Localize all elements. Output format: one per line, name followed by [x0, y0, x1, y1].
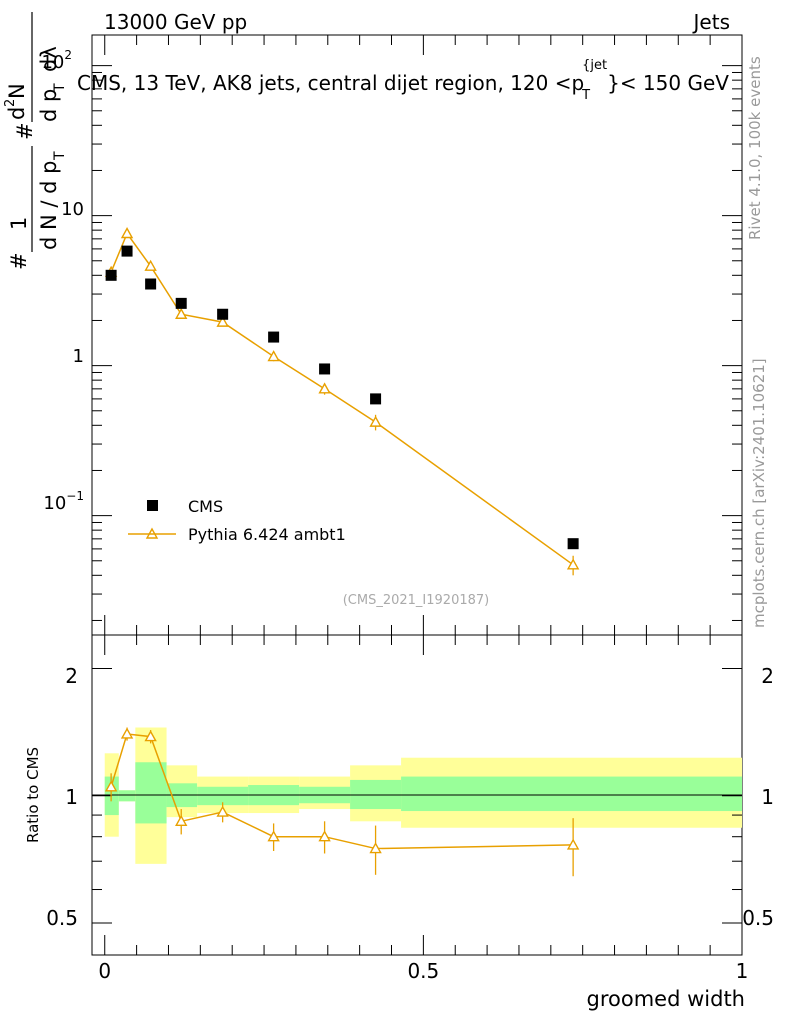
- svg-text:N: N: [5, 83, 29, 99]
- svg-text:#: #: [7, 252, 31, 270]
- legend-pythia-marker: [145, 527, 159, 539]
- cms-point: [567, 538, 579, 550]
- ytick-label-0.1: 10−1: [43, 489, 84, 514]
- ratio-point: [120, 727, 134, 739]
- rivet-label: Rivet 4.1.0, 100k events: [746, 56, 764, 240]
- svg-text:dλ: dλ: [37, 46, 61, 72]
- cms-point: [268, 331, 280, 343]
- cms-point: [319, 363, 331, 375]
- band-inner-8: [401, 776, 742, 812]
- pythia-point: [369, 415, 382, 427]
- cms-point: [121, 245, 133, 257]
- ratio-point: [175, 814, 188, 826]
- legend-pythia-label: Pythia 6.424 ambt1: [188, 525, 346, 544]
- ratio-point: [566, 838, 580, 850]
- ratio-y-axis-label: Ratio to CMS: [24, 747, 42, 843]
- ytick-label-100: 102: [41, 48, 72, 73]
- cms-point: [105, 269, 117, 281]
- ratio-point: [318, 830, 331, 842]
- cms-point: [370, 393, 382, 405]
- chart-title: CMS, 13 TeV, AK8 jets, central dijet reg…: [77, 58, 729, 103]
- main-ytick-labels: 10−1 1 10 102: [41, 48, 84, 514]
- pythia-point: [175, 307, 188, 319]
- cms-point: [145, 278, 157, 290]
- svg-text:T: T: [52, 83, 68, 93]
- xtick-label-0: 0: [98, 959, 111, 983]
- svg-text:d: d: [5, 107, 29, 120]
- band-inner-4: [197, 786, 249, 806]
- header-left: 13000 GeV pp: [104, 10, 247, 34]
- pythia-point: [566, 558, 580, 570]
- pythia-point: [318, 382, 331, 394]
- ytick-label-10: 10: [61, 199, 84, 220]
- svg-text:d N / d p: d N / d p: [37, 161, 61, 250]
- svg-text:2: 2: [3, 99, 18, 107]
- x-axis-label: groomed width: [587, 987, 745, 1011]
- svg-text:#: #: [13, 122, 37, 140]
- pythia-point: [216, 315, 229, 327]
- ratio-ytick-label-0.5: 0.5: [46, 906, 78, 930]
- legend-cms-label: CMS: [188, 497, 223, 516]
- pythia-point: [144, 259, 157, 271]
- analysis-watermark: (CMS_2021_I1920187): [343, 593, 490, 608]
- cms-markers: [105, 245, 579, 550]
- ratio-point: [267, 830, 280, 842]
- ratio-bands: [104, 727, 742, 864]
- main-frame: [91, 34, 743, 636]
- cms-point: [175, 297, 187, 309]
- ratio-point: [144, 730, 157, 742]
- ratio-ytick-label-1-right: 1: [761, 785, 774, 809]
- xtick-label-0.5: 0.5: [407, 959, 439, 983]
- band-inner-2: [135, 762, 167, 824]
- ratio-ytick-label-1: 1: [65, 785, 78, 809]
- pythia-markers: [104, 227, 580, 576]
- ratio-ticks: [92, 635, 743, 955]
- pythia-line: [110, 231, 574, 566]
- ratio-pythia: [104, 727, 580, 877]
- legend: CMS Pythia 6.424 ambt1: [128, 497, 346, 544]
- pythia-polyline: [110, 231, 574, 566]
- pythia-point: [120, 227, 134, 239]
- legend-cms-marker: [147, 500, 158, 511]
- cms-point: [217, 308, 229, 320]
- svg-text:d p: d p: [37, 89, 61, 122]
- band-inner-7: [350, 779, 402, 810]
- ratio-point: [104, 780, 118, 792]
- mcplots-label: mcplots.cern.ch [arXiv:2401.10621]: [750, 358, 768, 628]
- svg-text:T: T: [52, 151, 68, 161]
- ytick-label-1: 1: [73, 346, 84, 367]
- header-right: Jets: [692, 10, 730, 34]
- ratio-ytick-label-2: 2: [65, 664, 78, 688]
- ratio-point: [369, 842, 382, 854]
- svg-text:1: 1: [7, 217, 31, 230]
- pythia-point: [267, 350, 280, 362]
- main-y-axis-label: # 1 d N / d p T # d 2 N d p T dλ: [3, 12, 68, 270]
- ratio-ytick-label-2-right: 2: [761, 664, 774, 688]
- main-ticks: [92, 35, 743, 635]
- xtick-label-1: 1: [736, 959, 749, 983]
- ratio-ytick-label-0.5-right: 0.5: [742, 906, 774, 930]
- ratio-point: [216, 805, 229, 817]
- band-inner-1: [118, 790, 136, 802]
